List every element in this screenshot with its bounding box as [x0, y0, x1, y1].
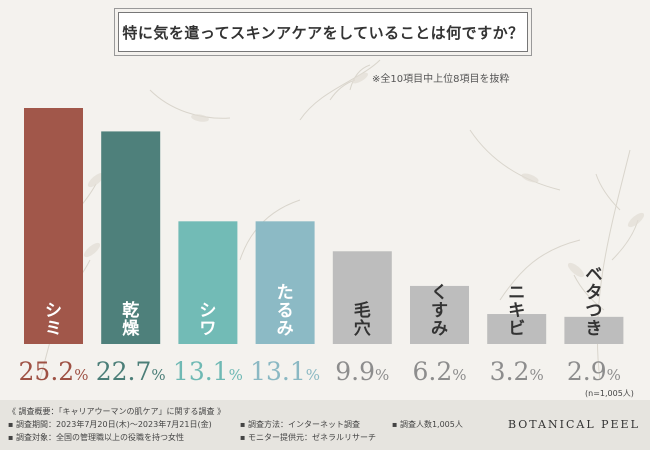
- brand-logo: BOTANICAL PEEL: [508, 418, 640, 431]
- category-label: シワ: [199, 301, 216, 339]
- bar: [487, 314, 547, 344]
- bar-group: シワ 13.1%: [173, 221, 243, 386]
- bar-group: たるみ 13.1%: [250, 221, 320, 386]
- survey-overview: 《 調査概要：「キャリアウーマンの肌ケア」に関する調査 》: [8, 407, 226, 416]
- bar: [564, 316, 624, 344]
- bar-chart: シミ 25.2% 乾燥 22.7% シワ 13.1% たるみ 13.1% 毛穴 9.9% くすみ 6.…: [19, 108, 624, 386]
- category-label: ニキビ: [508, 283, 525, 339]
- value-label: 22.7%: [96, 357, 166, 386]
- survey-provider: ▪ モニター提供元：ゼネラルリサーチ: [240, 433, 376, 442]
- bar: [178, 221, 238, 344]
- chart-title-box: 特に気を遣ってスキンアケアをしていることは何ですか？: [118, 12, 528, 52]
- value-label: 3.2%: [490, 357, 544, 386]
- chart-title: 特に気を遣ってスキンアケアをしていることは何ですか？: [122, 23, 524, 42]
- survey-target: ▪ 調査対象：全国の管理職以上の役職を持つ女性: [8, 433, 184, 442]
- value-label: 13.1%: [173, 357, 243, 386]
- bar: [410, 285, 469, 344]
- chart-note: ※全10項目中上位8項目を抜粋: [372, 74, 510, 85]
- survey-method: ▪ 調査方法：インターネット調査: [240, 420, 360, 429]
- bar: [24, 108, 83, 344]
- survey-count: ▪ 調査人数1,005人: [392, 420, 463, 429]
- category-label: 乾燥: [122, 300, 140, 339]
- bar: [101, 131, 161, 344]
- category-label: シミ: [45, 301, 62, 339]
- category-label: 毛穴: [354, 300, 371, 339]
- bar-group: ベタつき 2.9%: [564, 265, 624, 386]
- bar-group: 乾燥 22.7%: [96, 131, 166, 386]
- value-label: 2.9%: [567, 357, 621, 386]
- botanical-leaf-background: [23, 59, 645, 381]
- category-label: たるみ: [277, 283, 294, 339]
- bar-group: 毛穴 9.9%: [332, 251, 392, 386]
- category-label: くすみ: [431, 283, 448, 339]
- bar-group: ニキビ 3.2%: [487, 283, 547, 386]
- survey-period: ▪ 調査期間：2023年7月20日(木)～2023年7月21日(金): [8, 420, 212, 429]
- bar-group: くすみ 6.2%: [410, 283, 469, 386]
- bar-group: シミ 25.2%: [19, 108, 89, 386]
- category-label: ベタつき: [585, 265, 602, 339]
- bar: [332, 251, 392, 344]
- bar: [255, 221, 315, 344]
- value-label: 6.2%: [412, 357, 466, 386]
- value-label: 9.9%: [335, 357, 389, 386]
- value-label: 25.2%: [19, 357, 89, 386]
- value-label: 13.1%: [250, 357, 320, 386]
- survey-footer: 《 調査概要：「キャリアウーマンの肌ケア」に関する調査 》 ▪ 調査期間：202…: [0, 400, 650, 450]
- sample-size: (n=1,005人): [585, 389, 634, 398]
